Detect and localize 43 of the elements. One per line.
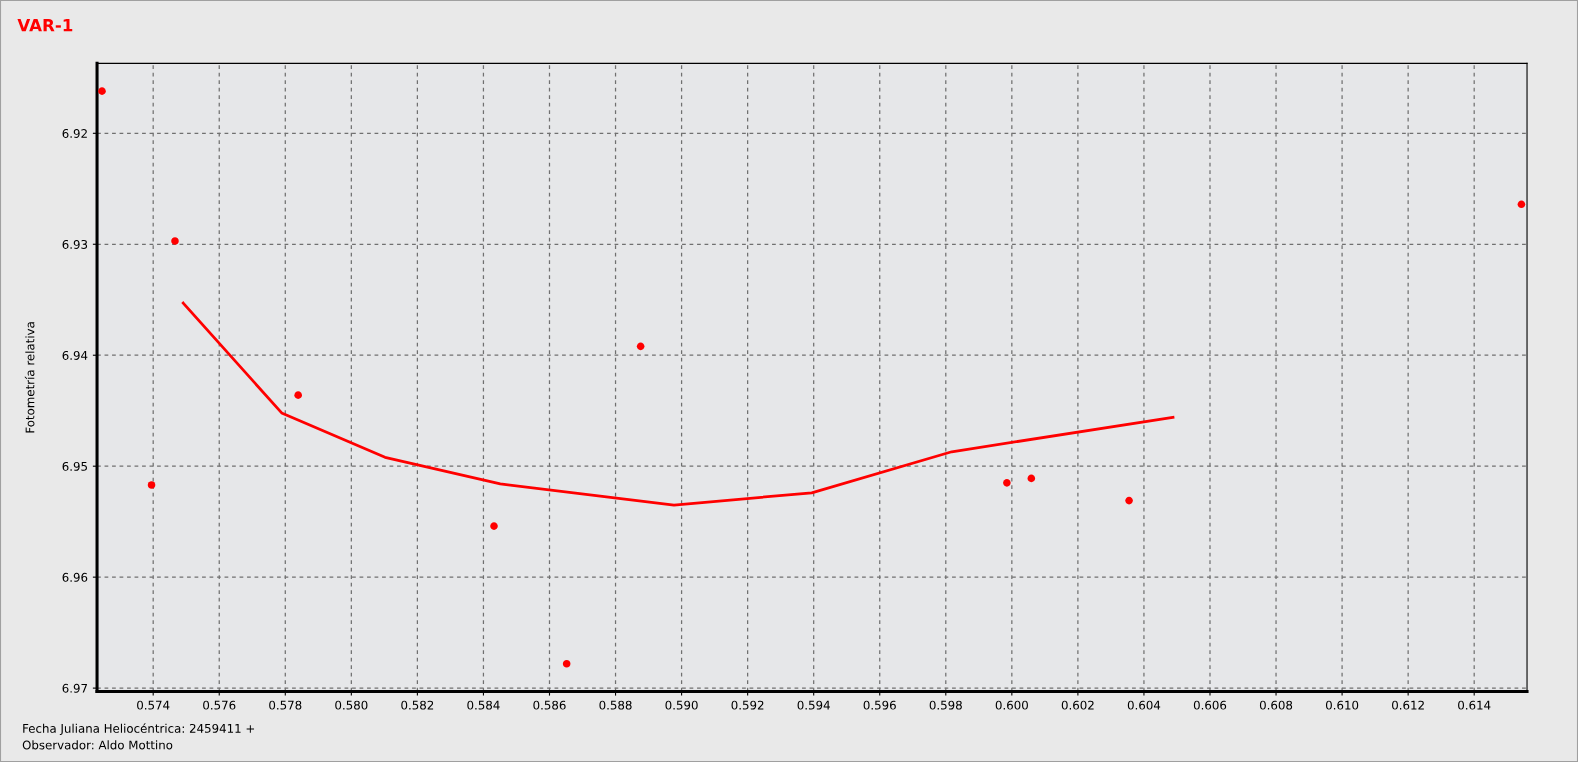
- y-tick-label: 6.94: [62, 350, 88, 360]
- x-tick-label: 0.612: [1392, 700, 1424, 710]
- x-tick-label: 0.576: [203, 700, 236, 710]
- point: [98, 87, 106, 95]
- x-tick-label: 0.596: [863, 700, 896, 710]
- x-tick-label: 0.606: [1193, 700, 1227, 710]
- point: [171, 237, 179, 245]
- y-axis-title: Fotometría relativa: [24, 322, 35, 433]
- x-tick-label: 0.582: [401, 700, 434, 710]
- x-tick-label: 0.600: [995, 700, 1028, 710]
- x-tick-label: 0.608: [1259, 700, 1293, 710]
- y-tick-label: 6.93: [62, 239, 88, 249]
- x-tick-label: 0.592: [731, 700, 764, 710]
- point: [147, 481, 156, 489]
- y-tick-label: 6.97: [62, 683, 88, 693]
- point: [490, 522, 498, 530]
- x-tick-label: 0.590: [665, 700, 698, 710]
- x-tick-label: 0.574: [137, 700, 170, 710]
- text: Observador: Aldo Mottino: [22, 740, 173, 750]
- x-tick-label: 0.602: [1061, 700, 1094, 710]
- chart-title: VAR-1: [17, 19, 73, 32]
- x-tick-label: 0.578: [269, 700, 302, 710]
- x-tick-label: 0.598: [929, 700, 962, 710]
- y-tick-label: 6.92: [62, 129, 87, 138]
- x-tick-label: 0.604: [1127, 700, 1161, 710]
- x-tick-label: 0.594: [797, 700, 830, 710]
- x-tick-label: 0.584: [467, 700, 500, 710]
- point: [636, 342, 645, 351]
- point: [1125, 496, 1133, 505]
- x-tick-label: 0.586: [533, 700, 566, 710]
- x-tick-label: 0.588: [599, 700, 632, 710]
- point: [1517, 200, 1526, 209]
- point: [294, 391, 302, 399]
- y-tick-label: 6.95: [62, 461, 87, 471]
- y-tick-label: 6.96: [62, 572, 88, 582]
- point: [1027, 474, 1036, 483]
- x-tick-label: 0.580: [335, 700, 368, 710]
- x-tick-label: 0.614: [1458, 700, 1491, 710]
- line-series: [181, 301, 1175, 507]
- x-tick-label: 0.610: [1325, 700, 1359, 710]
- point: [562, 659, 571, 668]
- text: Fecha Juliana Heliocéntrica: 2459411 +: [23, 723, 255, 736]
- point: [1003, 479, 1011, 487]
